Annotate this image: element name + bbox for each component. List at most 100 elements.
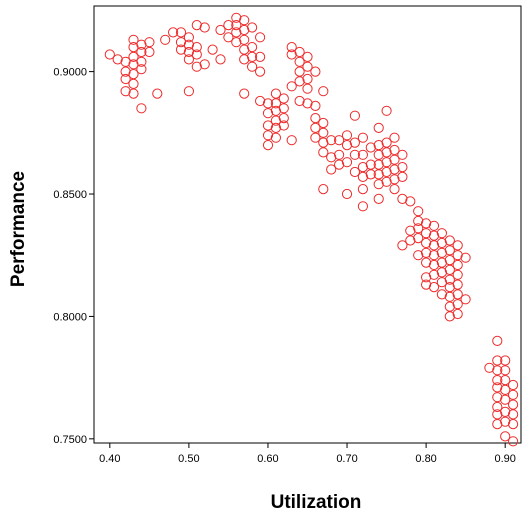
data-point <box>183 86 194 97</box>
data-point <box>302 61 313 72</box>
data-point <box>381 157 392 168</box>
data-point <box>381 166 392 178</box>
data-point <box>341 157 353 168</box>
data-point <box>270 105 281 116</box>
data-point <box>452 289 463 300</box>
data-point <box>349 137 360 148</box>
data-point <box>373 149 384 160</box>
data-point <box>492 382 503 393</box>
data-point <box>405 196 416 207</box>
data-point <box>428 220 440 231</box>
x-tick-label: 0.80 <box>415 453 436 465</box>
data-point <box>428 240 440 251</box>
data-point <box>262 130 274 141</box>
data-point <box>152 88 163 99</box>
data-point <box>175 44 187 55</box>
data-point <box>397 149 408 160</box>
data-point <box>104 49 115 60</box>
data-point <box>136 64 147 75</box>
data-point <box>175 27 187 38</box>
data-point <box>507 409 519 420</box>
data-point <box>144 37 155 48</box>
x-axis: 0.40 0.50 0.60 0.70 0.80 0.90 <box>99 443 516 465</box>
y-tick-label: 0.7500 <box>53 434 87 446</box>
data-point <box>334 149 345 160</box>
data-point <box>436 257 447 268</box>
data-point <box>326 152 337 163</box>
x-tick-label: 0.70 <box>336 453 357 465</box>
data-point <box>120 86 131 97</box>
data-point <box>373 169 384 180</box>
data-point <box>183 46 194 58</box>
data-point <box>294 95 305 107</box>
data-point <box>191 42 202 53</box>
data-point <box>405 225 416 236</box>
data-point <box>421 247 432 258</box>
data-point <box>413 223 424 234</box>
data-point <box>231 37 242 48</box>
data-point <box>436 237 447 249</box>
data-point <box>421 279 432 290</box>
data-point <box>318 117 329 129</box>
data-point <box>405 235 416 246</box>
data-point <box>136 46 147 58</box>
data-point <box>278 93 289 104</box>
data-point <box>507 436 519 447</box>
data-point <box>507 389 519 400</box>
x-tick-label: 0.40 <box>99 453 120 465</box>
data-point <box>452 259 463 271</box>
data-point <box>310 132 321 143</box>
data-point <box>286 81 297 92</box>
data-point <box>239 15 250 26</box>
data-point <box>389 164 400 175</box>
data-point <box>239 54 250 65</box>
data-point <box>302 98 313 109</box>
data-point <box>381 105 392 116</box>
data-point <box>507 399 519 410</box>
data-point <box>421 237 432 249</box>
data-point <box>444 245 455 256</box>
data-point <box>239 44 250 55</box>
data-point <box>215 24 226 36</box>
data-point <box>278 113 289 124</box>
data-point <box>484 362 495 373</box>
data-point <box>128 88 139 99</box>
x-tick-label: 0.50 <box>178 453 199 465</box>
data-point <box>444 255 455 266</box>
data-point <box>310 122 321 134</box>
data-point <box>397 193 408 204</box>
data-point <box>247 51 258 63</box>
data-point <box>318 184 329 195</box>
data-point <box>262 108 274 119</box>
data-point <box>397 162 408 173</box>
data-point <box>357 184 368 195</box>
data-point <box>326 164 337 175</box>
data-point <box>294 56 305 67</box>
data-point <box>262 120 274 131</box>
data-point <box>128 69 139 80</box>
data-point <box>207 44 218 55</box>
data-point <box>492 392 503 403</box>
data-point <box>444 291 455 302</box>
data-point <box>128 34 139 45</box>
data-point <box>500 365 511 376</box>
data-point <box>318 127 329 138</box>
data-point <box>255 51 266 63</box>
data-point <box>318 147 329 158</box>
data-point <box>421 272 432 283</box>
data-point <box>286 42 297 53</box>
data-point <box>413 233 424 244</box>
data-point <box>294 66 305 77</box>
data-point <box>444 235 455 246</box>
data-point <box>444 264 455 275</box>
data-point <box>381 176 392 187</box>
data-point <box>341 140 353 151</box>
data-point <box>262 140 274 151</box>
data-point <box>452 299 463 310</box>
data-point <box>239 88 250 99</box>
data-point <box>215 54 226 65</box>
data-point <box>452 240 463 251</box>
data-point <box>334 135 345 146</box>
data-point <box>373 193 384 204</box>
